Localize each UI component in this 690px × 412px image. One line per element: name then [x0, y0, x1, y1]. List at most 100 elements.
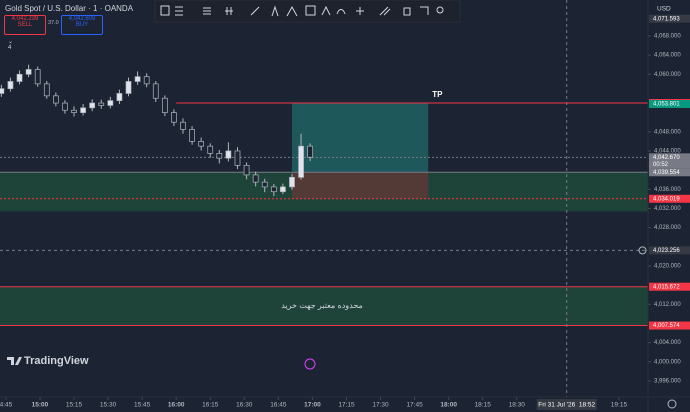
y-tick-label: 4,004.000: [654, 340, 681, 346]
candle-body: [234, 150, 241, 166]
candle-body: [98, 102, 105, 106]
candle-body: [171, 112, 177, 123]
indicator-count-value: 4: [8, 45, 12, 51]
tool-icon[interactable]: [250, 6, 260, 16]
candle-body: [152, 83, 159, 99]
sell-label: SELL: [17, 22, 33, 28]
indicator-count[interactable]: ⌄ 4: [8, 39, 14, 51]
symbol: Gold Spot / U.S. Dollar · 1 · OANDA: [5, 4, 134, 13]
candle-body: [225, 150, 232, 159]
y-tick-label: 4,020.000: [654, 264, 681, 270]
toolbar: [154, 0, 461, 23]
x-tick-label: 17:15: [338, 402, 355, 409]
candle-body: [207, 145, 214, 154]
price-label: 4,034.019: [653, 196, 680, 202]
candle-body: [280, 186, 286, 193]
buy-button[interactable]: 4,042.609 BUY: [61, 15, 103, 35]
crosshair-plus: [638, 246, 647, 255]
y-tick-label: 4,012.000: [654, 302, 681, 308]
x-tick-label: 18:30: [509, 402, 526, 409]
price-label-bg: [649, 282, 690, 291]
tool-icon[interactable]: [321, 5, 346, 16]
x-tick-label: 17:00: [304, 402, 321, 409]
candle-body: [0, 88, 5, 94]
settings-icon[interactable]: [667, 399, 677, 409]
currency: USD: [657, 6, 671, 13]
price-label-bg: [649, 168, 690, 177]
candle-body: [116, 93, 123, 101]
y-tick-label: 4,036.000: [654, 187, 681, 193]
candle-body: [161, 97, 168, 113]
price-label: 4,071.593: [653, 16, 680, 22]
tool-icon[interactable]: [403, 6, 429, 16]
y-tick-label: 4,068.000: [654, 34, 681, 40]
candle-body: [298, 145, 304, 178]
candle-body: [71, 109, 77, 113]
x-tick-label: 16:15: [202, 402, 219, 409]
stop-zone: [291, 172, 429, 199]
logo: TradingView: [7, 355, 89, 367]
candle-body: [107, 100, 114, 106]
target-label: TP: [432, 90, 443, 99]
candle-body: [289, 176, 295, 188]
x-tick-label: 18:15: [475, 402, 492, 409]
sell-price: 4,042.239: [11, 16, 39, 22]
x-tick-label: 15:00: [32, 402, 49, 409]
tool-icon[interactable]: [286, 5, 298, 17]
crosshair-x-label-bg: [536, 399, 597, 410]
candle-body: [34, 69, 41, 85]
tool-icon[interactable]: [175, 6, 183, 16]
price-label: 4,039.554: [653, 170, 680, 176]
toolbar-bg: [154, 0, 461, 23]
crosshair-y-label: 4,023.256: [653, 248, 680, 254]
candle-body: [252, 174, 259, 183]
zone: [0, 286, 648, 326]
candle-body: [189, 129, 195, 142]
tool-icon[interactable]: [356, 6, 391, 16]
event-icon[interactable]: [304, 358, 316, 370]
candle-body: [198, 141, 205, 147]
x-tick-label: 16:00: [168, 402, 185, 409]
plot: محدوده معتبر جهت خرید TP: [0, 0, 648, 397]
crosshair-y-label-bg: [649, 246, 690, 255]
tool-icon[interactable]: [271, 5, 279, 17]
y-tick-label: 4,028.000: [654, 225, 681, 231]
candle-body: [216, 153, 223, 159]
candle-body: [243, 164, 250, 176]
x-tick-label: 19:15: [611, 402, 628, 409]
x-tick-label: 17:30: [372, 402, 389, 409]
tool-icon[interactable]: [203, 7, 211, 15]
candle-body: [53, 95, 59, 104]
x-tick-label: 15:15: [66, 402, 83, 409]
price-label-bg: [649, 14, 690, 23]
price-label-bg: [649, 321, 690, 330]
crosshair-x-label: Fri 31 Jul '26 18:52: [538, 402, 595, 409]
candle-body: [16, 73, 23, 82]
y-tick-label: 4,044.000: [654, 149, 681, 155]
candle-body: [7, 81, 14, 90]
x-tick-label: 15:45: [134, 402, 151, 409]
candle-body: [89, 102, 96, 109]
tool-icon[interactable]: [225, 7, 233, 15]
tool-icon[interactable]: [305, 5, 316, 16]
y-tick-label: 3,996.000: [654, 379, 681, 385]
candle-body: [134, 76, 141, 82]
x-tick-label: 16:30: [236, 402, 253, 409]
price-label-bg: [649, 153, 690, 169]
sell-button[interactable]: 4,042.239 SELL: [4, 15, 46, 35]
price-label: 4,007.574: [653, 323, 680, 329]
y-tick-label: 4,048.000: [654, 129, 681, 135]
tool-icon[interactable]: [436, 6, 444, 14]
countdown: 00:52: [653, 162, 669, 168]
x-tick-label: 4:45: [0, 402, 13, 409]
spread: 37.0: [48, 20, 59, 26]
candle-body: [307, 145, 313, 158]
candle-body: [62, 102, 68, 111]
tool-icon[interactable]: [160, 5, 170, 16]
y-tick-label: 4,064.000: [654, 53, 681, 59]
candle-body: [180, 121, 186, 130]
x-tick-label: 18:00: [440, 402, 457, 409]
x-tick-label: 17:45: [406, 402, 423, 409]
